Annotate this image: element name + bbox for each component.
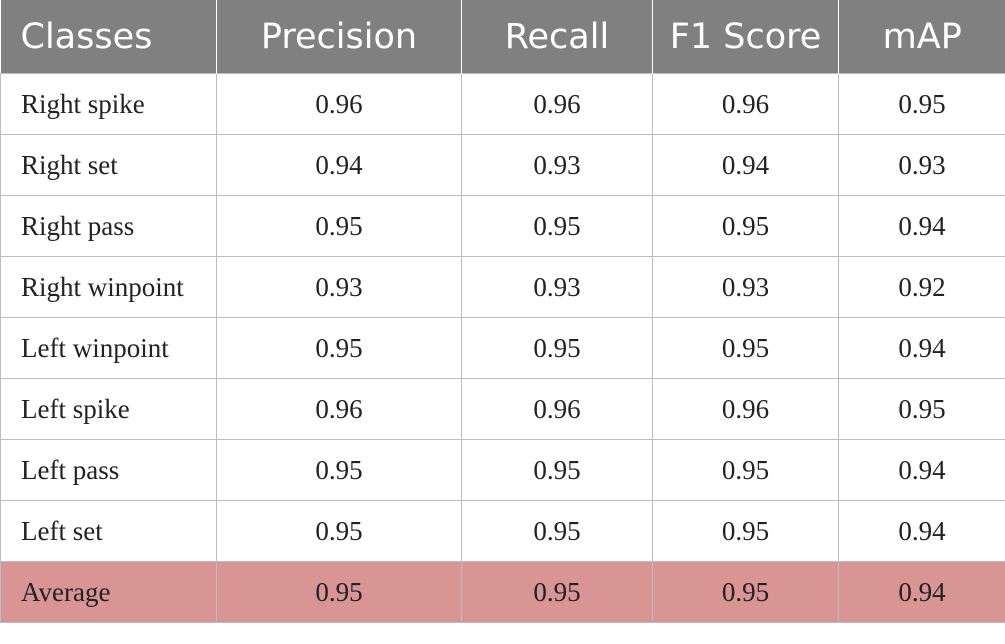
- table-row: Right winpoint 0.93 0.93 0.93 0.92: [0, 256, 1005, 318]
- f1-score-cell: 0.96: [652, 73, 839, 135]
- class-name-cell: Right spike: [0, 73, 217, 135]
- recall-cell: 0.93: [461, 256, 653, 318]
- class-name-cell: Right set: [0, 134, 217, 196]
- table-row: Right set 0.94 0.93 0.94 0.93: [0, 134, 1005, 196]
- precision-cell: 0.95: [216, 561, 462, 623]
- f1-score-cell: 0.93: [652, 256, 839, 318]
- class-name-cell: Left spike: [0, 378, 217, 440]
- map-cell: 0.94: [838, 195, 1005, 257]
- header-recall: Recall: [461, 0, 653, 74]
- class-name-cell: Average: [0, 561, 217, 623]
- class-name-cell: Left pass: [0, 439, 217, 501]
- table-row: Right pass 0.95 0.95 0.95 0.94: [0, 195, 1005, 257]
- precision-cell: 0.96: [216, 73, 462, 135]
- table-row: Left set 0.95 0.95 0.95 0.94: [0, 500, 1005, 562]
- class-name-cell: Left set: [0, 500, 217, 562]
- header-classes: Classes: [0, 0, 217, 74]
- recall-cell: 0.96: [461, 73, 653, 135]
- header-precision: Precision: [216, 0, 462, 74]
- precision-cell: 0.95: [216, 195, 462, 257]
- map-cell: 0.94: [838, 561, 1005, 623]
- recall-cell: 0.96: [461, 378, 653, 440]
- recall-cell: 0.95: [461, 317, 653, 379]
- f1-score-cell: 0.95: [652, 500, 839, 562]
- f1-score-cell: 0.96: [652, 378, 839, 440]
- f1-score-cell: 0.95: [652, 439, 839, 501]
- table-row: Left pass 0.95 0.95 0.95 0.94: [0, 439, 1005, 501]
- precision-cell: 0.96: [216, 378, 462, 440]
- f1-score-cell: 0.94: [652, 134, 839, 196]
- map-cell: 0.94: [838, 439, 1005, 501]
- average-row: Average 0.95 0.95 0.95 0.94: [0, 561, 1005, 623]
- map-cell: 0.92: [838, 256, 1005, 318]
- precision-cell: 0.95: [216, 317, 462, 379]
- precision-cell: 0.95: [216, 439, 462, 501]
- f1-score-cell: 0.95: [652, 561, 839, 623]
- table-body: Right spike 0.96 0.96 0.96 0.95 Right set 0.94…: [0, 73, 1005, 623]
- map-cell: 0.95: [838, 378, 1005, 440]
- header-f1-score: F1 Score: [652, 0, 839, 74]
- class-name-cell: Left winpoint: [0, 317, 217, 379]
- table-header: Classes Precision Recall F1 Score mAP: [0, 0, 1005, 74]
- f1-score-cell: 0.95: [652, 317, 839, 379]
- map-cell: 0.94: [838, 317, 1005, 379]
- recall-cell: 0.95: [461, 439, 653, 501]
- recall-cell: 0.93: [461, 134, 653, 196]
- table-row: Left spike 0.96 0.96 0.96 0.95: [0, 378, 1005, 440]
- class-name-cell: Right winpoint: [0, 256, 217, 318]
- precision-cell: 0.93: [216, 256, 462, 318]
- map-cell: 0.93: [838, 134, 1005, 196]
- table-row: Right spike 0.96 0.96 0.96 0.95: [0, 73, 1005, 135]
- f1-score-cell: 0.95: [652, 195, 839, 257]
- header-row: Classes Precision Recall F1 Score mAP: [0, 0, 1005, 74]
- precision-cell: 0.95: [216, 500, 462, 562]
- map-cell: 0.94: [838, 500, 1005, 562]
- recall-cell: 0.95: [461, 500, 653, 562]
- map-cell: 0.95: [838, 73, 1005, 135]
- class-name-cell: Right pass: [0, 195, 217, 257]
- recall-cell: 0.95: [461, 561, 653, 623]
- precision-cell: 0.94: [216, 134, 462, 196]
- recall-cell: 0.95: [461, 195, 653, 257]
- header-map: mAP: [838, 0, 1005, 74]
- metrics-table: Classes Precision Recall F1 Score mAP Ri…: [0, 0, 1005, 623]
- table-row: Left winpoint 0.95 0.95 0.95 0.94: [0, 317, 1005, 379]
